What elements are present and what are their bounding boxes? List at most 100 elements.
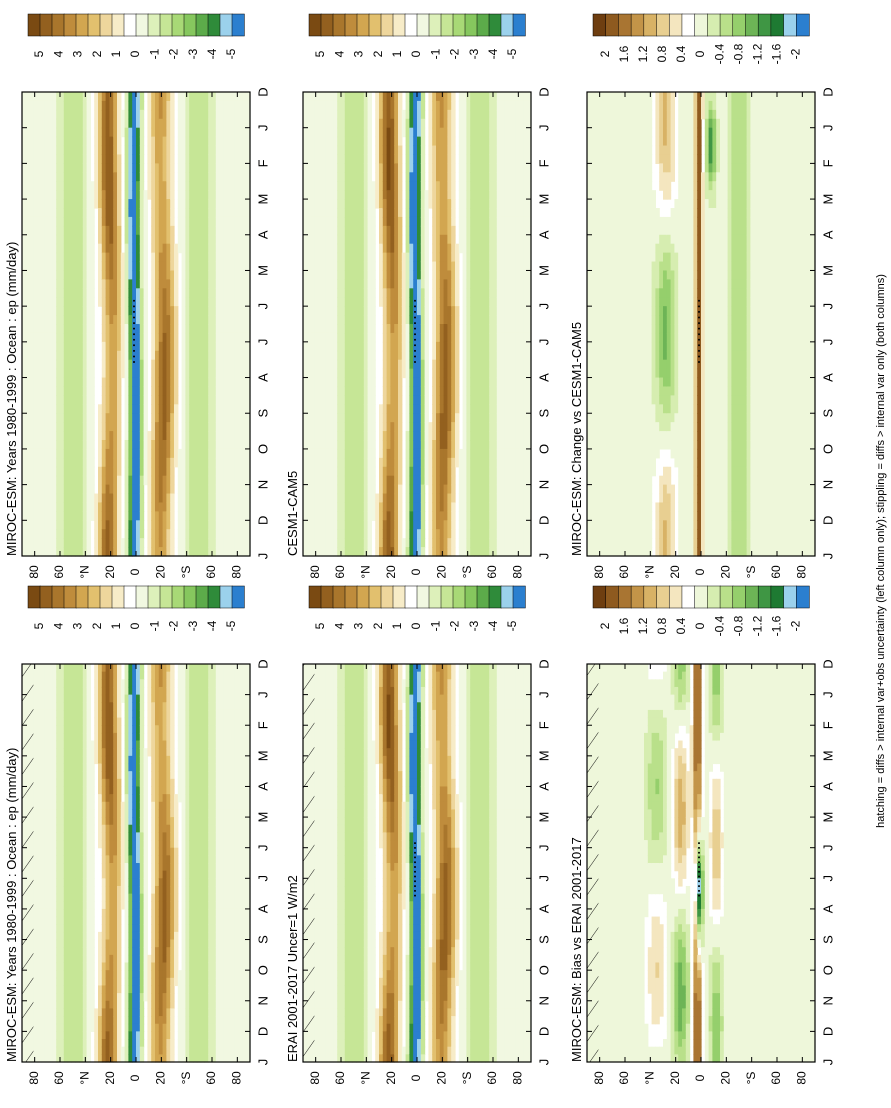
heatmap-cell	[398, 909, 402, 917]
heatmap-cell	[326, 978, 330, 986]
heatmap-cell	[121, 840, 125, 848]
heatmap-cell	[189, 779, 193, 787]
heatmap-cell	[356, 1047, 360, 1055]
heatmap-cell	[83, 1047, 87, 1055]
heatmap-cell	[147, 978, 151, 986]
heatmap-cell	[204, 1001, 208, 1009]
heatmap-cell	[155, 702, 159, 710]
heatmap-cell	[37, 848, 41, 856]
heatmap-cell	[436, 940, 440, 948]
heatmap-cell	[163, 771, 167, 779]
heatmap-cell	[193, 825, 197, 833]
heatmap-cell	[33, 1054, 37, 1062]
heatmap-cell	[227, 809, 231, 817]
heatmap-cell	[60, 886, 64, 894]
heatmap-cell	[41, 1039, 45, 1047]
heatmap-cell	[37, 932, 41, 940]
heatmap-cell	[447, 817, 451, 825]
heatmap-cell	[75, 1008, 79, 1016]
heatmap-cell	[223, 1047, 227, 1055]
heatmap-cell	[140, 809, 144, 817]
heatmap-cell	[242, 786, 246, 794]
heatmap-cell	[394, 955, 398, 963]
heatmap-cell	[364, 1024, 368, 1032]
heatmap-cell	[52, 886, 56, 894]
heatmap-cell	[239, 886, 243, 894]
heatmap-cell	[235, 786, 239, 794]
heatmap-cell	[140, 702, 144, 710]
heatmap-cell	[352, 718, 356, 726]
heatmap-cell	[333, 1031, 337, 1039]
heatmap-cell	[197, 970, 201, 978]
heatmap-cell	[106, 932, 110, 940]
heatmap-cell	[68, 1001, 72, 1009]
heatmap-cell	[212, 695, 216, 703]
heatmap-cell	[239, 672, 243, 680]
heatmap-cell	[189, 741, 193, 749]
heatmap-cell	[75, 764, 79, 772]
heatmap-cell	[170, 1008, 174, 1016]
heatmap-cell	[398, 878, 402, 886]
heatmap-cell	[421, 848, 425, 856]
heatmap-cell	[242, 1054, 246, 1062]
heatmap-cell	[345, 894, 349, 902]
heatmap-cell	[242, 687, 246, 695]
heatmap-cell	[106, 1039, 110, 1047]
heatmap-cell	[337, 909, 341, 917]
heatmap-cell	[155, 993, 159, 1001]
heatmap-cell	[128, 695, 132, 703]
heatmap-cell	[189, 817, 193, 825]
heatmap-cell	[52, 1054, 56, 1062]
heatmap-cell	[52, 855, 56, 863]
heatmap-cell	[318, 985, 322, 993]
heatmap-cell	[83, 947, 87, 955]
heatmap-cell	[227, 687, 231, 695]
heatmap-cell	[394, 855, 398, 863]
heatmap-cell	[235, 832, 239, 840]
heatmap-cell	[425, 840, 429, 848]
heatmap-cell	[155, 786, 159, 794]
heatmap-cell	[364, 993, 368, 1001]
heatmap-cell	[52, 725, 56, 733]
heatmap-cell	[394, 771, 398, 779]
heatmap-cell	[239, 771, 243, 779]
heatmap-cell	[356, 794, 360, 802]
heatmap-cell	[398, 863, 402, 871]
heatmap-cell	[360, 1008, 364, 1016]
heatmap-cell	[216, 901, 220, 909]
heatmap-cell	[208, 917, 212, 925]
heatmap-cell	[208, 756, 212, 764]
heatmap-cell	[425, 878, 429, 886]
colorbar-label: -2	[167, 620, 181, 631]
heatmap-cell	[75, 993, 79, 1001]
heatmap-cell	[45, 748, 49, 756]
heatmap-cell	[144, 802, 148, 810]
heatmap-cell	[220, 970, 224, 978]
heatmap-cell	[201, 1008, 205, 1016]
heatmap-cell	[144, 840, 148, 848]
heatmap-cell	[216, 985, 220, 993]
heatmap-cell	[387, 794, 391, 802]
heatmap-cell	[337, 978, 341, 986]
heatmap-cell	[170, 672, 174, 680]
heatmap-cell	[33, 963, 37, 971]
heatmap-cell	[98, 1016, 102, 1024]
heatmap-cell	[56, 817, 60, 825]
heatmap-cell	[398, 963, 402, 971]
heatmap-cell	[436, 917, 440, 925]
heatmap-cell	[166, 1008, 170, 1016]
heatmap-cell	[223, 771, 227, 779]
heatmap-cell	[83, 848, 87, 856]
heatmap-cell	[102, 786, 106, 794]
heatmap-cell	[125, 955, 129, 963]
heatmap-cell	[345, 970, 349, 978]
heatmap-cell	[413, 1039, 417, 1047]
heatmap-cell	[330, 1008, 334, 1016]
heatmap-cell	[68, 932, 72, 940]
heatmap-cell	[163, 955, 167, 963]
heatmap-cell	[201, 725, 205, 733]
month-label: J	[255, 875, 270, 882]
heatmap-cell	[106, 756, 110, 764]
heatmap-cell	[390, 794, 394, 802]
heatmap-cell	[356, 947, 360, 955]
